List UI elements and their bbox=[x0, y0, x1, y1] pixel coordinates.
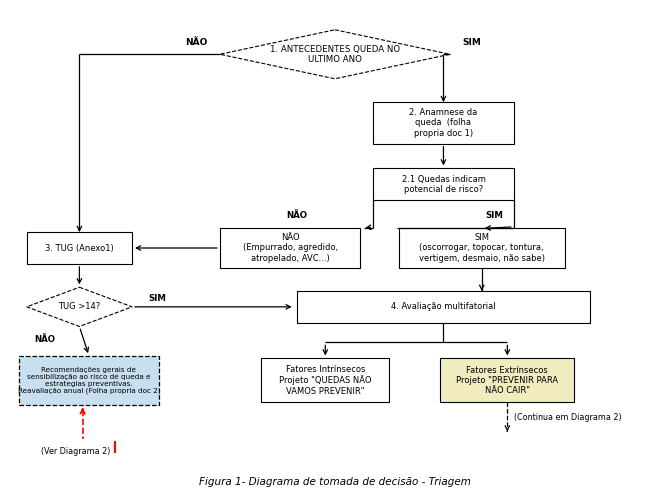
FancyBboxPatch shape bbox=[220, 228, 361, 268]
FancyBboxPatch shape bbox=[296, 291, 591, 323]
Text: 2.1 Quedas indicam
potencial de risco?: 2.1 Quedas indicam potencial de risco? bbox=[401, 175, 486, 194]
Text: NÃO: NÃO bbox=[34, 335, 55, 344]
Text: Recomendações gerais de
sensibilização ao risco de queda e
estrategias preventiv: Recomendações gerais de sensibilização a… bbox=[18, 367, 160, 394]
Text: SIM: SIM bbox=[148, 294, 166, 303]
Text: SIM: SIM bbox=[486, 211, 503, 220]
Text: SIM
(oscorrogar, topocar, tontura,
vertigem, desmaio, não sabe): SIM (oscorrogar, topocar, tontura, verti… bbox=[419, 233, 545, 263]
Text: 3. TUG (Anexo1): 3. TUG (Anexo1) bbox=[45, 244, 114, 252]
Text: Fatores Intrínsecos
Projeto "QUEDAS NÃO
VAMOS PREVENIR": Fatores Intrínsecos Projeto "QUEDAS NÃO … bbox=[279, 365, 372, 396]
FancyBboxPatch shape bbox=[27, 232, 132, 264]
FancyBboxPatch shape bbox=[440, 358, 574, 402]
Text: TUG >14?: TUG >14? bbox=[58, 303, 101, 311]
Text: 1. ANTECEDENTES QUEDA NO
ULTIMO ANO: 1. ANTECEDENTES QUEDA NO ULTIMO ANO bbox=[270, 45, 400, 64]
Text: (Continua em Diagrama 2): (Continua em Diagrama 2) bbox=[514, 413, 622, 422]
Text: 2. Anamnese da
queda  (folha
propria doc 1): 2. Anamnese da queda (folha propria doc … bbox=[409, 108, 478, 138]
FancyBboxPatch shape bbox=[373, 102, 514, 144]
FancyBboxPatch shape bbox=[19, 356, 159, 405]
FancyBboxPatch shape bbox=[399, 228, 565, 268]
Text: Fatores Extrínsecos
Projeto "PREVENIR PARA
NÃO CAIR": Fatores Extrínsecos Projeto "PREVENIR PA… bbox=[456, 366, 558, 395]
Text: NÃO: NÃO bbox=[185, 38, 207, 47]
Text: (Ver Diagrama 2): (Ver Diagrama 2) bbox=[41, 446, 110, 456]
Text: Figura 1- Diagrama de tomada de decisão - Triagem: Figura 1- Diagrama de tomada de decisão … bbox=[199, 477, 471, 488]
Text: NÃO: NÃO bbox=[286, 211, 307, 220]
Text: 4. Avaliação multifatorial: 4. Avaliação multifatorial bbox=[391, 303, 496, 311]
Text: NÃO
(Empurrado, agredido,
atropelado, AVC...): NÃO (Empurrado, agredido, atropelado, AV… bbox=[242, 233, 338, 263]
FancyBboxPatch shape bbox=[261, 358, 389, 402]
Text: SIM: SIM bbox=[463, 38, 482, 47]
FancyBboxPatch shape bbox=[373, 168, 514, 200]
